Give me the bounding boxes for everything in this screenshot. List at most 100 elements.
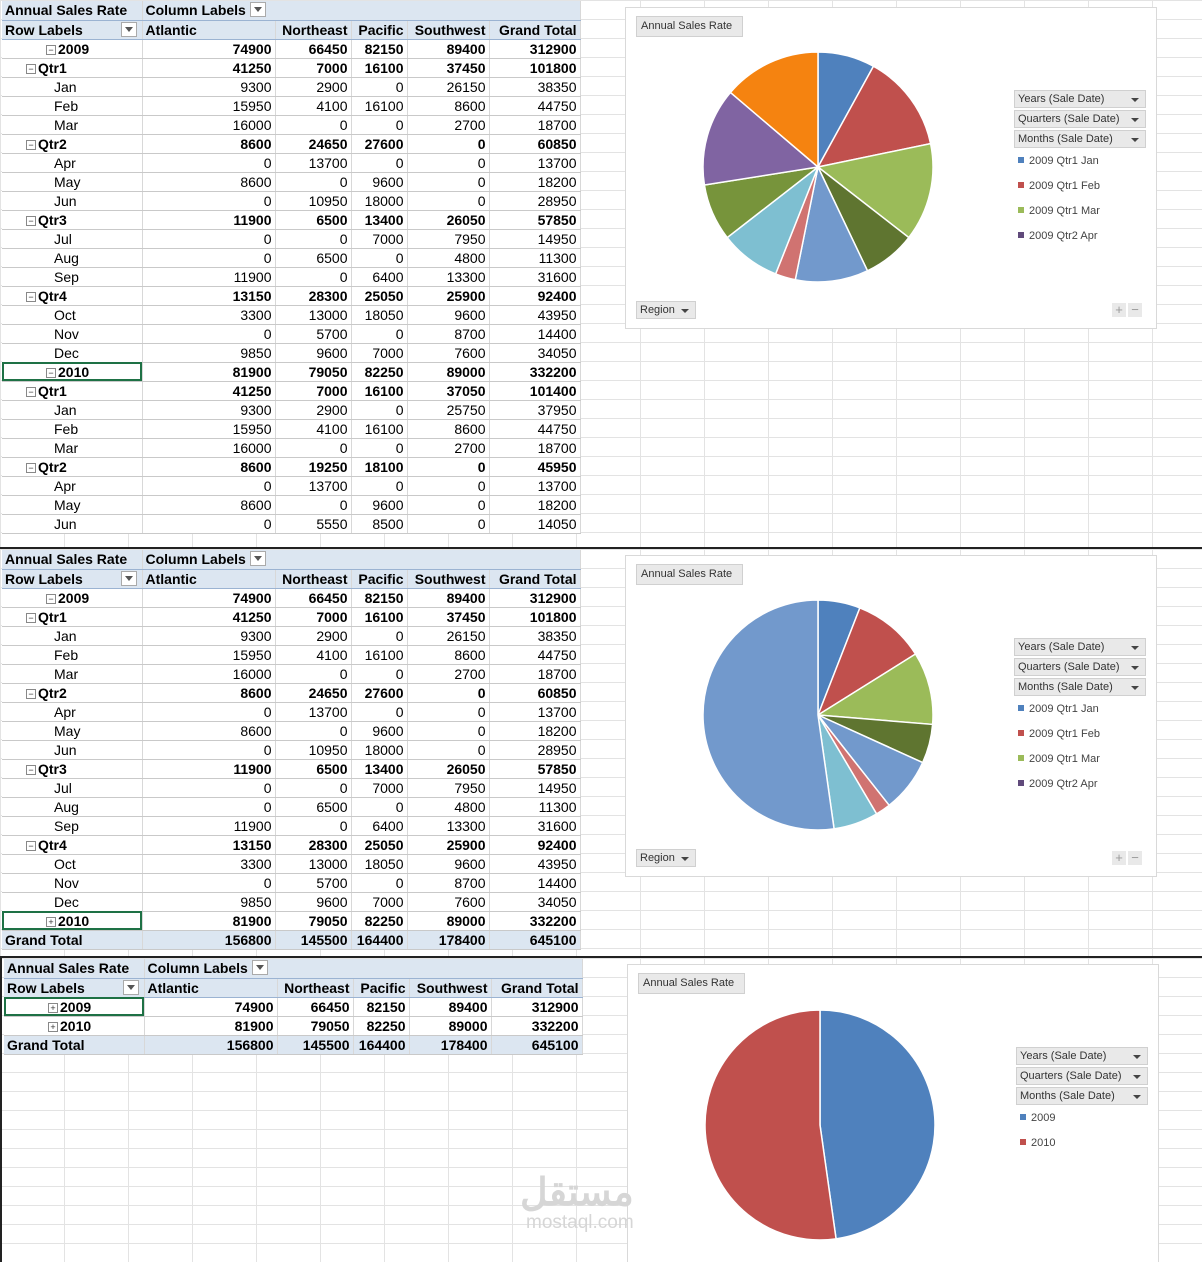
chart-filter-button[interactable]: Months (Sale Date) — [1014, 678, 1146, 696]
collapse-field-icon[interactable]: − — [1128, 851, 1142, 865]
qtr-label[interactable]: − Qtr2 — [2, 134, 143, 154]
column-filter-dropdown-icon[interactable] — [249, 551, 266, 567]
month-label[interactable]: Jan — [2, 400, 143, 420]
chart-filter-button[interactable]: Quarters (Sale Date) — [1014, 658, 1146, 676]
row-filter-dropdown-icon[interactable] — [120, 21, 137, 37]
pie-chart-2[interactable]: Annual Sales Rate Years (Sale Date) Quarte… — [625, 555, 1157, 877]
pie-slice-2009-qtr1-mar[interactable] — [816, 142, 934, 239]
pie-chart-1[interactable]: Annual Sales Rate Years (Sale Date) Quarte… — [625, 7, 1157, 329]
month-label[interactable]: Jun — [2, 740, 143, 760]
month-label[interactable]: Apr — [2, 702, 143, 722]
pie-slice-2010-qtr1-mar[interactable] — [729, 51, 819, 169]
chart-filter-button[interactable]: Quarters (Sale Date) — [1016, 1067, 1148, 1085]
year-label[interactable]: +2009 — [4, 997, 145, 1017]
chart-title-button[interactable]: Annual Sales Rate — [636, 16, 744, 37]
month-label[interactable]: Oct — [2, 305, 143, 325]
month-label[interactable]: May — [2, 495, 143, 515]
pie-chart-3[interactable]: Annual Sales Rate Years (Sale Date) Quarte… — [627, 964, 1159, 1262]
column-labels-filter[interactable]: Column Labels — [142, 1, 581, 21]
qtr-label[interactable]: − Qtr1 — [2, 58, 143, 78]
month-label[interactable]: Oct — [2, 854, 143, 874]
qtr-label[interactable]: − Qtr3 — [2, 759, 143, 779]
pie-slice-2010[interactable] — [702, 599, 835, 831]
pie-slice-2009-qtr3-sep[interactable] — [794, 164, 869, 283]
chart-filter-button[interactable]: Years (Sale Date) — [1014, 90, 1146, 108]
qtr-label[interactable]: − Qtr1 — [2, 381, 143, 401]
expand-icon[interactable]: + — [46, 916, 56, 927]
qtr-label[interactable]: − Qtr4 — [2, 835, 143, 855]
row-labels-filter[interactable]: Row Labels — [4, 978, 145, 998]
month-label[interactable]: Sep — [2, 267, 143, 287]
chart-title-button[interactable]: Annual Sales Rate — [638, 973, 746, 994]
chart-filter-button[interactable]: Months (Sale Date) — [1016, 1087, 1148, 1105]
collapse-icon[interactable]: − — [26, 612, 36, 623]
pie-slice-2009-qtr1-feb[interactable] — [816, 65, 932, 169]
month-label[interactable]: Sep — [2, 816, 143, 836]
row-labels-filter[interactable]: Row Labels — [2, 20, 143, 40]
month-label[interactable]: Jun — [2, 514, 143, 534]
month-label[interactable]: Jul — [2, 229, 143, 249]
month-label[interactable]: May — [2, 172, 143, 192]
expand-icon[interactable]: + — [48, 1002, 58, 1013]
collapse-icon[interactable]: − — [26, 291, 36, 302]
collapse-icon[interactable]: − — [26, 215, 36, 226]
region-filter-button[interactable]: Region — [636, 849, 696, 867]
pie-slice-2010-qtr1-feb[interactable] — [702, 91, 820, 186]
column-filter-dropdown-icon[interactable] — [251, 960, 268, 976]
column-labels-filter[interactable]: Column Labels — [144, 959, 583, 979]
column-filter-dropdown-icon[interactable] — [249, 2, 266, 18]
month-label[interactable]: Nov — [2, 873, 143, 893]
collapse-icon[interactable]: − — [46, 367, 56, 378]
pie-slice-2009[interactable] — [819, 1009, 936, 1240]
month-label[interactable]: Aug — [2, 797, 143, 817]
month-label[interactable]: Jul — [2, 778, 143, 798]
chart-title-button[interactable]: Annual Sales Rate — [636, 564, 744, 585]
collapse-icon[interactable]: − — [46, 593, 56, 604]
expand-icon[interactable]: + — [48, 1021, 58, 1032]
qtr-label[interactable]: − Qtr3 — [2, 210, 143, 230]
collapse-icon[interactable]: − — [26, 688, 36, 699]
month-label[interactable]: Aug — [2, 248, 143, 268]
pie-slice-2009-qtr1-feb[interactable] — [816, 606, 917, 717]
expand-field-icon[interactable]: + — [1112, 303, 1126, 317]
month-label[interactable]: Mar — [2, 115, 143, 135]
collapse-icon[interactable]: − — [26, 764, 36, 775]
chart-filter-button[interactable]: Months (Sale Date) — [1014, 130, 1146, 148]
year-label[interactable]: +2010 — [2, 911, 143, 931]
qtr-label[interactable]: − Qtr1 — [2, 607, 143, 627]
chart-filter-button[interactable]: Quarters (Sale Date) — [1014, 110, 1146, 128]
year-label[interactable]: +2010 — [4, 1016, 145, 1036]
month-label[interactable]: Feb — [2, 96, 143, 116]
column-labels-filter[interactable]: Column Labels — [142, 550, 581, 570]
month-label[interactable]: Jun — [2, 191, 143, 211]
qtr-label[interactable]: − Qtr4 — [2, 286, 143, 306]
month-label[interactable]: Feb — [2, 419, 143, 439]
month-label[interactable]: Feb — [2, 645, 143, 665]
month-label[interactable]: Jan — [2, 77, 143, 97]
chart-filter-button[interactable]: Years (Sale Date) — [1014, 638, 1146, 656]
month-label[interactable]: Nov — [2, 324, 143, 344]
month-label[interactable]: Dec — [2, 343, 143, 363]
expand-field-icon[interactable]: + — [1112, 851, 1126, 865]
month-label[interactable]: Jan — [2, 626, 143, 646]
pie-slice-2010[interactable] — [704, 1009, 837, 1241]
collapse-icon[interactable]: − — [26, 139, 36, 150]
row-filter-dropdown-icon[interactable] — [120, 570, 137, 586]
year-label[interactable]: −2010 — [2, 362, 143, 382]
month-label[interactable]: Apr — [2, 476, 143, 496]
collapse-icon[interactable]: − — [26, 63, 36, 74]
region-filter-button[interactable]: Region — [636, 301, 696, 319]
chart-filter-button[interactable]: Years (Sale Date) — [1016, 1047, 1148, 1065]
collapse-icon[interactable]: − — [46, 44, 56, 55]
month-label[interactable]: Dec — [2, 892, 143, 912]
month-label[interactable]: May — [2, 721, 143, 741]
year-label[interactable]: −2009 — [2, 39, 143, 59]
year-label[interactable]: −2009 — [2, 588, 143, 608]
collapse-icon[interactable]: − — [26, 386, 36, 397]
month-label[interactable]: Mar — [2, 438, 143, 458]
qtr-label[interactable]: − Qtr2 — [2, 457, 143, 477]
pie-slice-2009-qtr1-mar[interactable] — [815, 652, 934, 726]
row-filter-dropdown-icon[interactable] — [122, 979, 139, 995]
row-labels-filter[interactable]: Row Labels — [2, 569, 143, 589]
month-label[interactable]: Mar — [2, 664, 143, 684]
